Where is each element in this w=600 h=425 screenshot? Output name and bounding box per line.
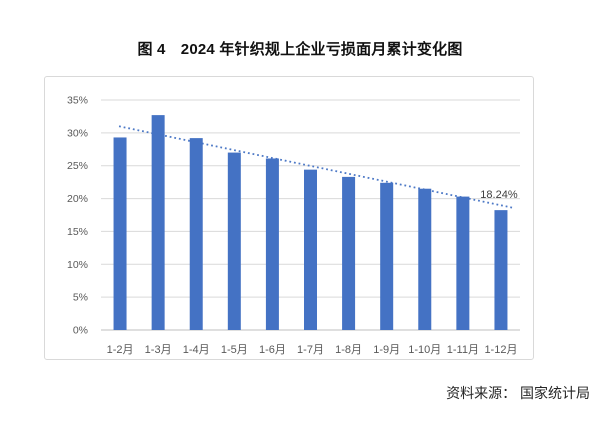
x-tick-label: 1-6月 [259, 344, 286, 356]
bar [304, 169, 317, 330]
bar [494, 210, 508, 330]
trendline [118, 125, 514, 209]
annotation-label: 18.24% [480, 189, 518, 201]
y-tick-label: 5% [73, 292, 88, 304]
x-tick-label: 1-11月 [447, 344, 479, 356]
bar [265, 158, 279, 330]
y-tick-label: 10% [67, 259, 88, 271]
y-tick-label: 25% [67, 160, 88, 172]
bar [456, 196, 470, 330]
source-note: 资料来源： 国家统计局 [446, 385, 590, 401]
y-tick-label: 20% [67, 193, 88, 205]
x-tick-label: 1-4月 [183, 344, 210, 356]
bar [151, 115, 165, 330]
chart-svg: 0% 5% 10% 15% 20% 25% 30% 35% 1-2月 1-3月 1-4月 1-5月 1-… [67, 95, 520, 356]
bar [418, 188, 432, 330]
x-tick-label: 1-7月 [297, 344, 324, 356]
bar [380, 182, 394, 330]
y-tick-label: 15% [67, 226, 88, 238]
x-tick-label: 1-3月 [145, 344, 172, 356]
x-tick-label: 1-2月 [107, 344, 134, 356]
x-tick-label: 1-10月 [408, 344, 441, 356]
bar [342, 176, 356, 330]
y-tick-label: 30% [67, 127, 88, 139]
y-tick-label: 35% [67, 95, 88, 107]
chart-panel: 0% 5% 10% 15% 20% 25% 30% 35% 1-2月 1-3月 1-4月 1-5月 1-… [44, 76, 534, 360]
x-tick-label: 1-8月 [335, 344, 362, 356]
bar [227, 152, 241, 330]
x-tick-label: 1-12月 [484, 344, 517, 356]
bar [189, 138, 203, 330]
figure-title: 图 4 2024 年针织规上企业亏损面月累计变化图 [137, 41, 463, 58]
y-tick-label: 0% [73, 325, 88, 337]
x-tick-label: 1-9月 [373, 344, 400, 356]
x-tick-label: 1-5月 [221, 344, 248, 356]
bar [113, 137, 127, 330]
